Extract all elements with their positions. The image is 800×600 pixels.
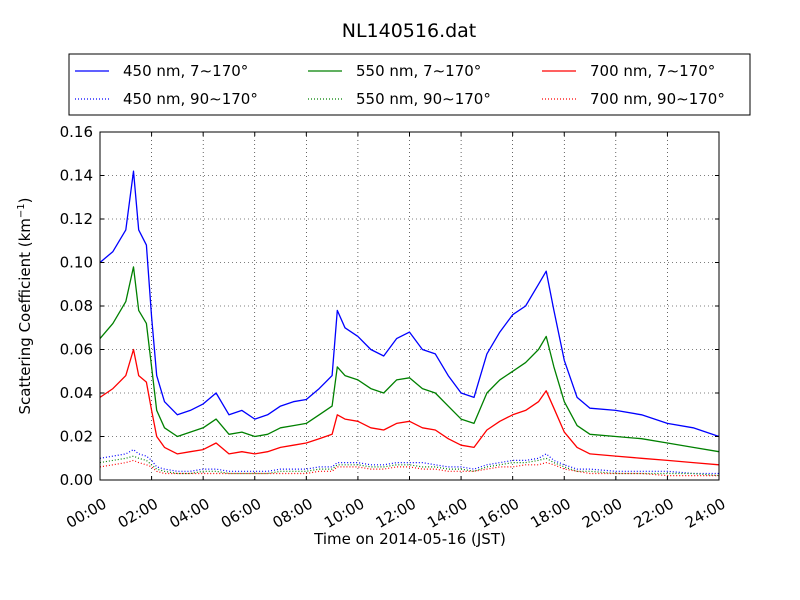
series-line [99, 266, 720, 453]
y-axis-label-exponent: −1 [16, 203, 27, 218]
chart-title: NL140516.dat [342, 20, 477, 42]
x-tick-label: 16:00 [476, 495, 522, 532]
y-tick-label: 0.10 [60, 254, 93, 272]
y-tick-label: 0.08 [60, 297, 93, 315]
y-tick-label: 0.16 [60, 123, 93, 141]
y-axis-label-main: Scattering Coefficient (km [16, 218, 34, 414]
y-tick-label: 0.14 [60, 167, 93, 185]
y-tick-label: 0.06 [60, 341, 93, 359]
series-line [99, 170, 720, 438]
legend-label: 550 nm, 7∼170° [356, 62, 481, 80]
x-tick-label: 18:00 [527, 495, 573, 532]
legend-label: 450 nm, 90∼170° [123, 90, 258, 108]
x-tick-label: 00:00 [63, 495, 109, 532]
x-tick-label: 08:00 [269, 495, 315, 532]
x-tick-label: 22:00 [631, 495, 677, 532]
x-tick-label: 12:00 [373, 495, 419, 532]
y-tick-label: 0.02 [60, 428, 93, 446]
legend-label: 700 nm, 7∼170° [590, 62, 715, 80]
legend: 450 nm, 7∼170° 550 nm, 7∼170° 700 nm, 7∼17… [68, 53, 751, 116]
legend-label: 700 nm, 90∼170° [590, 90, 725, 108]
x-tick-label: 14:00 [424, 495, 470, 532]
x-tick-label: 04:00 [166, 495, 212, 532]
y-tick-label: 0.00 [60, 471, 93, 489]
x-tick-label: 02:00 [115, 495, 161, 532]
legend-label: 450 nm, 7∼170° [123, 62, 248, 80]
x-axis-label: Time on 2014-05-16 (JST) [313, 530, 506, 548]
x-tick-label: 24:00 [682, 495, 728, 532]
x-tick-label: 06:00 [218, 495, 264, 532]
series-line [99, 455, 720, 477]
legend-items: 450 nm, 7∼170° 550 nm, 7∼170° 700 nm, 7∼17… [75, 62, 725, 108]
x-tick-label: 20:00 [579, 495, 625, 532]
y-tick-label: 0.04 [60, 384, 93, 402]
series-line [99, 348, 720, 466]
y-axis-label-close: ) [16, 197, 34, 203]
series-lines [99, 170, 720, 477]
x-tick-label: 10:00 [321, 495, 367, 532]
plot-area: 00:00 02:00 04:00 06:00 08:00 10:00 12:00 14:00… [60, 123, 729, 532]
series-line [99, 449, 719, 475]
legend-label: 550 nm, 90∼170° [356, 90, 491, 108]
legend-frame [68, 53, 751, 116]
y-tick-label: 0.12 [60, 210, 93, 228]
y-axis-label: Scattering Coefficient (km−1) [16, 197, 34, 414]
